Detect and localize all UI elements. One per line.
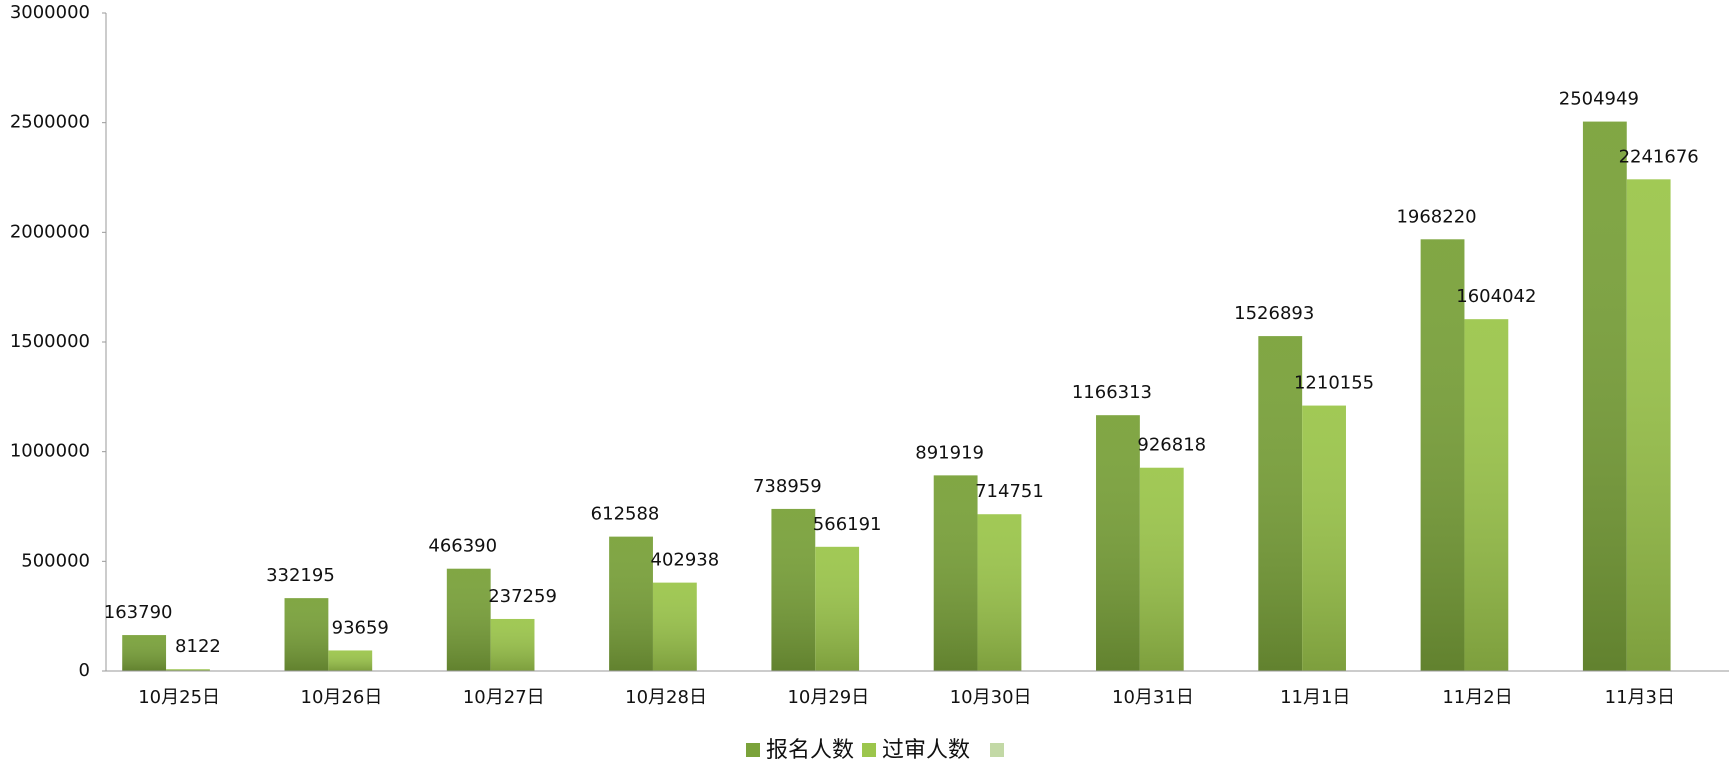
- x-tick-label: 10月29日: [787, 687, 869, 708]
- bar-shade: [1626, 179, 1671, 671]
- bar-shade: [1420, 239, 1465, 671]
- bar-shade: [328, 650, 373, 671]
- x-tick-label: 11月2日: [1442, 687, 1512, 708]
- legend-swatch: [746, 743, 760, 757]
- data-label: 1166313: [1072, 382, 1152, 403]
- x-tick-label: 10月25日: [138, 687, 220, 708]
- data-label: 93659: [332, 617, 389, 638]
- x-tick-label: 10月31日: [1112, 687, 1194, 708]
- data-label: 8122: [175, 636, 221, 657]
- bar-shade: [1139, 467, 1184, 671]
- legend-label: 报名人数: [766, 738, 854, 763]
- bar-shade: [284, 598, 329, 671]
- legend-label: 过审人数: [882, 738, 970, 763]
- y-tick-label: 1500000: [10, 331, 90, 352]
- data-label: 1968220: [1396, 206, 1476, 227]
- bar-shade: [1582, 121, 1627, 672]
- data-label: 237259: [488, 586, 557, 607]
- legend-swatch-empty: [990, 743, 1004, 757]
- data-label: 714751: [975, 481, 1044, 502]
- y-tick-label: 500000: [21, 550, 90, 571]
- bar-shade: [771, 508, 816, 671]
- x-tick-label: 10月27日: [463, 687, 545, 708]
- data-label: 163790: [104, 602, 173, 623]
- data-label: 466390: [428, 536, 497, 557]
- bar-shade: [1302, 405, 1346, 671]
- data-label: 1526893: [1234, 303, 1314, 324]
- data-label: 2504949: [1559, 89, 1639, 110]
- data-label: 926818: [1137, 435, 1206, 456]
- x-tick-label: 11月1日: [1280, 687, 1350, 708]
- legend-swatch: [862, 743, 877, 757]
- data-label: 738959: [753, 476, 822, 497]
- x-tick-label: 10月28日: [625, 687, 707, 708]
- bar-shade: [652, 582, 697, 671]
- data-label: 2241676: [1619, 146, 1699, 167]
- bar-shade: [609, 536, 653, 671]
- y-tick-label: 0: [79, 660, 90, 681]
- y-tick-label: 3000000: [10, 2, 90, 23]
- data-label: 1210155: [1294, 373, 1374, 394]
- bar-shade: [977, 514, 1022, 671]
- x-tick-label: 10月26日: [301, 687, 383, 708]
- y-tick-label: 1000000: [10, 441, 90, 462]
- data-label: 566191: [813, 514, 882, 535]
- y-tick-label: 2500000: [10, 112, 90, 133]
- bar-shade: [122, 635, 167, 671]
- data-label: 612588: [591, 504, 660, 525]
- data-label: 332195: [266, 565, 335, 586]
- y-tick-label: 2000000: [10, 221, 90, 242]
- data-label: 402938: [651, 550, 720, 571]
- bar-shade: [166, 669, 210, 671]
- data-label: 891919: [915, 442, 984, 463]
- bar-shade: [1258, 336, 1303, 671]
- data-label: 1604042: [1456, 286, 1536, 307]
- bar-shade: [933, 475, 978, 671]
- x-tick-label: 10月30日: [950, 687, 1032, 708]
- bar-shade: [490, 618, 535, 671]
- bar-shade: [446, 568, 491, 671]
- bar-shade: [815, 546, 860, 671]
- bar-shade: [1464, 319, 1509, 671]
- bar-shade: [1096, 415, 1140, 671]
- x-tick-label: 11月3日: [1605, 687, 1675, 708]
